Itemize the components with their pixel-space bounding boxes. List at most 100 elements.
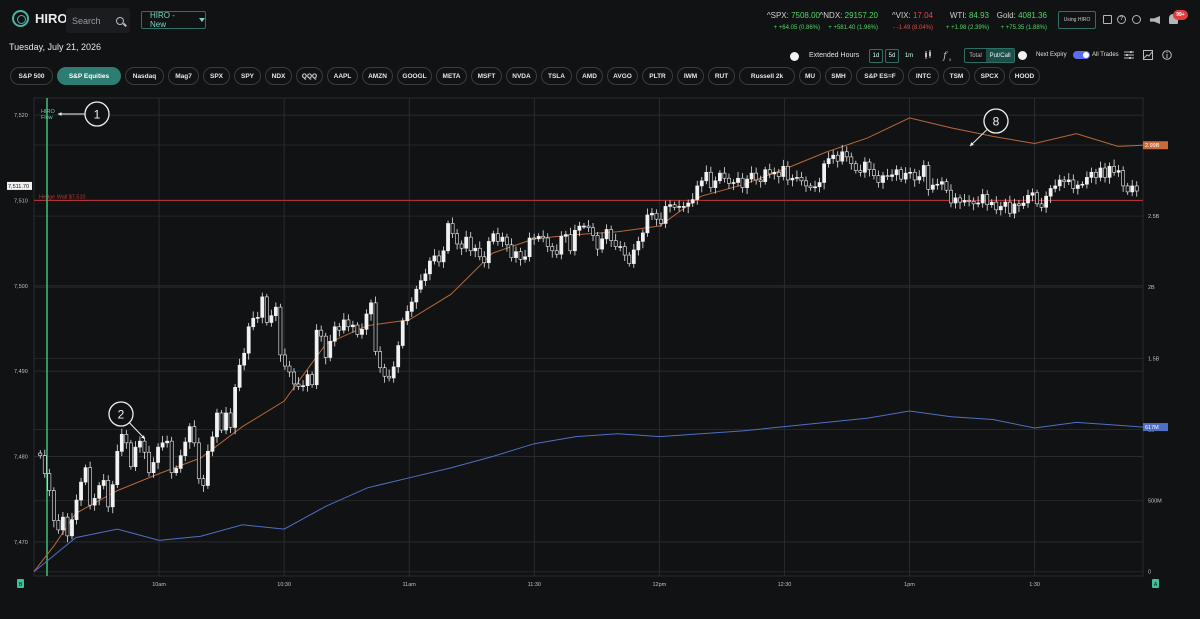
view-selector[interactable]: HIRO - New — [141, 11, 206, 29]
candle — [151, 462, 156, 474]
hiro-chart[interactable]: 7,5207,5107,5007,4907,4807,4703B2.5B2B1.… — [0, 92, 1200, 597]
extended-hours-radio[interactable] — [790, 52, 799, 61]
flow-tick-label: 1.5B — [1148, 356, 1160, 362]
symbol-chip-smh[interactable]: SMH — [825, 67, 852, 85]
candle — [708, 171, 713, 188]
date-label: Tuesday, July 21, 2026 — [9, 42, 102, 52]
price-tick-label: 7,490 — [14, 369, 28, 375]
symbol-chip-aapl[interactable]: AAPL — [327, 67, 358, 85]
symbol-chip-amzn[interactable]: AMZN — [362, 67, 393, 85]
book-icon[interactable] — [1103, 15, 1112, 24]
symbol-chip-googl[interactable]: GOOGL — [397, 67, 432, 85]
ticker-name: ^NDX: — [819, 11, 843, 20]
candle — [1121, 170, 1126, 187]
annotation-arrowhead — [970, 142, 974, 146]
total-option[interactable]: Total — [969, 52, 982, 59]
search-icon[interactable] — [116, 16, 124, 25]
function-icon[interactable]: f x — [942, 50, 954, 62]
symbol-chip-tsm[interactable]: TSM — [943, 67, 970, 85]
candle — [813, 186, 817, 189]
candle — [432, 255, 437, 262]
symbol-chip-spx[interactable]: SPX — [203, 67, 230, 85]
symbol-chip-ndx[interactable]: NDX — [265, 67, 292, 85]
flow-mode-toggle[interactable]: Total Put/Call — [964, 48, 1015, 63]
symbol-chip-mag7[interactable]: Mag7 — [168, 67, 199, 85]
put-call-option[interactable]: Put/Call — [986, 49, 1014, 62]
symbol-chip-amd[interactable]: AMD — [576, 67, 603, 85]
candle — [536, 235, 541, 240]
settings-sliders-icon[interactable] — [1124, 50, 1134, 60]
symbol-chip-nasdaq[interactable]: Nasdaq — [125, 67, 164, 85]
candle — [97, 485, 102, 499]
timeframe-1d[interactable]: 1d — [869, 49, 883, 63]
flow-tick-label: 2.5B — [1148, 214, 1160, 220]
candle — [826, 158, 831, 165]
symbol-chip-spcx[interactable]: SPCX — [974, 67, 1005, 85]
search-box[interactable] — [66, 8, 130, 33]
candle — [110, 484, 115, 508]
candle — [862, 161, 867, 173]
ticker-vix[interactable]: ^VIX: 17.04 - -1.49 (8.04%) — [880, 9, 933, 35]
candle — [138, 440, 142, 448]
symbol-chip-msft[interactable]: MSFT — [471, 67, 502, 85]
search-input[interactable] — [72, 15, 110, 26]
timeframe-1m[interactable]: 1m — [904, 53, 914, 59]
candle — [391, 366, 396, 379]
candle — [459, 243, 464, 249]
symbol-chip-spy[interactable]: SPY — [234, 67, 261, 85]
view-selector-value: HIRO - New — [150, 11, 175, 29]
ticker-gold[interactable]: Gold: 4081.36 + +75.35 (1.88%) — [990, 9, 1047, 35]
ticker-wti[interactable]: WTI: 84.93 + +1.98 (2.39%) — [936, 9, 989, 35]
candle — [659, 218, 663, 224]
symbol-chip-tsla[interactable]: TSLA — [541, 67, 572, 85]
range-end-marker[interactable] — [1152, 579, 1159, 588]
annotation-number: 2 — [118, 408, 125, 422]
symbol-chip-hood[interactable]: HOOD — [1009, 67, 1040, 85]
candle — [1085, 177, 1089, 185]
candle — [423, 273, 428, 281]
candle — [785, 165, 790, 181]
candle — [903, 172, 908, 180]
candle — [971, 200, 976, 205]
candle — [305, 374, 310, 386]
using-hiro-button[interactable]: Using HIRO — [1058, 11, 1096, 29]
hiro-logo[interactable]: HIRO — [12, 10, 68, 27]
symbol-chip-s-p-equities[interactable]: S&P Equities — [57, 67, 121, 85]
candle — [577, 225, 582, 231]
ticker-ndx[interactable]: ^NDX: 29157.20 + +581.40 (1.96%) — [818, 9, 878, 35]
info-icon[interactable] — [1162, 50, 1172, 60]
megaphone-icon[interactable] — [1150, 16, 1160, 24]
symbol-chip-mu[interactable]: MU — [799, 67, 821, 85]
chart-view-icon[interactable] — [1143, 50, 1153, 60]
symbol-chip-s-p-500[interactable]: S&P 500 — [10, 67, 53, 85]
symbol-chip-qqq[interactable]: QQQ — [296, 67, 323, 85]
ticker-spx[interactable]: ^SPX: 7508.00 + +64.05 (0.86%) — [760, 9, 820, 35]
bell-icon[interactable] — [1169, 14, 1178, 24]
candle — [219, 412, 224, 431]
symbol-chip-intc[interactable]: INTC — [908, 67, 939, 85]
symbol-chip-s-p-es-f[interactable]: S&P ES=F — [856, 67, 904, 85]
symbol-chip-meta[interactable]: META — [436, 67, 467, 85]
candle — [287, 365, 292, 373]
annotation-arrow — [969, 128, 988, 147]
symbol-chip-avgo[interactable]: AVGO — [607, 67, 638, 85]
flow-mode-radio[interactable] — [1018, 51, 1027, 60]
price-tick-label: 7,480 — [14, 455, 28, 461]
candle — [1107, 165, 1112, 178]
app-title: HIRO — [35, 11, 68, 26]
symbol-chip-pltr[interactable]: PLTR — [642, 67, 673, 85]
range-start-marker[interactable] — [17, 579, 24, 588]
help-icon[interactable]: ? — [1117, 15, 1126, 24]
symbol-chip-russell-2k[interactable]: Russell 2k — [739, 67, 795, 85]
candle — [930, 184, 935, 190]
all-trades-toggle[interactable] — [1073, 51, 1090, 59]
candle — [1125, 185, 1130, 193]
candle — [1026, 195, 1030, 204]
timeframe-5d[interactable]: 5d — [885, 49, 899, 63]
candlestick-icon[interactable] — [923, 50, 933, 60]
symbol-chip-nvda[interactable]: NVDA — [506, 67, 537, 85]
symbol-chip-iwm[interactable]: IWM — [677, 67, 704, 85]
symbol-chip-rut[interactable]: RUT — [708, 67, 735, 85]
candle — [83, 467, 88, 483]
palette-icon[interactable] — [1132, 15, 1141, 24]
